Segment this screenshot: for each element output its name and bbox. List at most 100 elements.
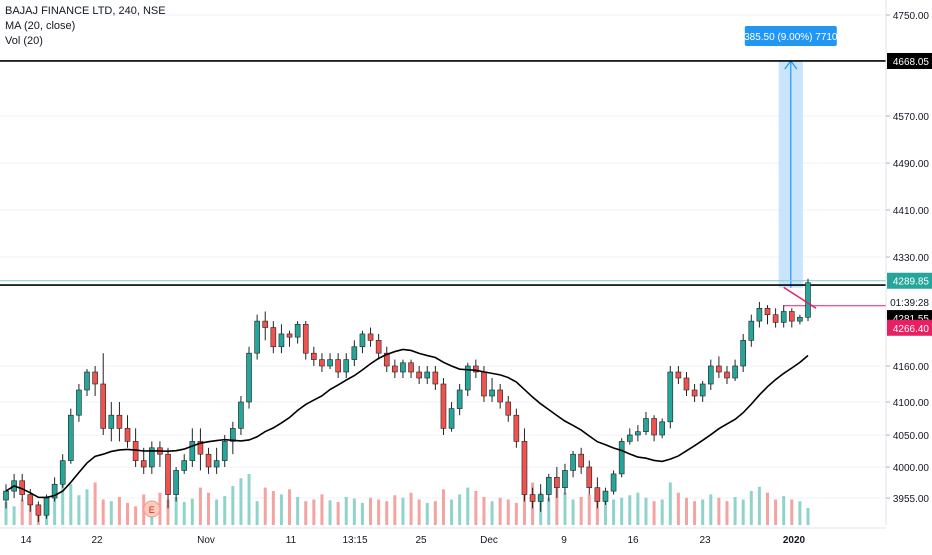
candle-body — [756, 307, 763, 322]
volume-bar — [628, 495, 632, 525]
candle-body — [400, 362, 406, 373]
resistance-price-tag: 4668.05 — [893, 57, 930, 68]
volume-bar — [12, 506, 16, 525]
candle-body — [408, 362, 414, 373]
earnings-label: E — [149, 505, 155, 515]
candle-body — [513, 414, 520, 442]
volume-bar — [85, 489, 89, 525]
volume-bar — [377, 499, 381, 525]
candle-body — [35, 504, 42, 516]
volume-bar — [466, 487, 470, 525]
horizontal-lines[interactable] — [0, 60, 886, 307]
candle-body — [76, 389, 82, 416]
candle-body — [278, 333, 285, 348]
volume-bar — [174, 496, 178, 525]
candle-body — [335, 359, 341, 373]
volume-bar — [69, 484, 73, 525]
candle-body — [529, 494, 536, 502]
volume-bar — [790, 499, 794, 525]
volume-bar — [701, 499, 705, 525]
volume-bar — [668, 482, 672, 525]
candle-body — [383, 352, 390, 367]
candle-body — [238, 401, 244, 429]
candle-body — [327, 359, 333, 367]
volume-bar — [198, 487, 202, 525]
candle-body — [440, 383, 447, 429]
candle-body — [618, 441, 625, 475]
price-tick-label: 4750.00 — [893, 11, 930, 22]
price-axis[interactable]: 4750.00 4570.00 4490.00 4410.00 4330.00 4160.… — [885, 0, 932, 550]
current-price-tag-bg — [887, 272, 932, 289]
measure-tool[interactable]: 385.50 (9.00%) 7710 — [744, 26, 838, 288]
legend-vol[interactable]: Vol (20) — [5, 35, 43, 47]
candle-body — [772, 314, 779, 323]
volume-bar — [20, 499, 24, 525]
volume-bar — [506, 499, 510, 525]
volume-bar — [296, 496, 300, 525]
candle-body — [165, 453, 171, 495]
price-tick-label: 4570.00 — [893, 112, 930, 123]
time-tick-label: 2020 — [783, 535, 806, 546]
volume-bar — [288, 489, 292, 525]
candle-body — [521, 441, 528, 495]
volume-bar — [458, 494, 462, 525]
candle-body — [270, 327, 277, 348]
volume-bar — [757, 486, 761, 525]
volume-bar — [393, 495, 397, 525]
volume-bar — [490, 501, 494, 525]
candle-body — [286, 333, 293, 338]
candle-body — [481, 371, 487, 397]
volume-bar — [320, 494, 324, 525]
time-tick-label: Nov — [197, 535, 215, 546]
candle-body — [626, 434, 633, 442]
volume-bar — [620, 497, 624, 525]
time-axis[interactable]: 14 22 Nov 11 13:15 25 Dec 9 16 23 2020 — [0, 527, 886, 546]
candle-body — [351, 346, 358, 360]
time-tick-label: 9 — [561, 535, 567, 546]
volume-bar — [223, 496, 227, 525]
volume-bar — [271, 491, 275, 525]
volume-bar — [717, 497, 721, 525]
prev-close-tag-bg — [887, 319, 932, 336]
candle-body — [124, 428, 131, 442]
time-tick-label: 14 — [20, 535, 32, 546]
earnings-marker[interactable]: E — [143, 500, 161, 518]
black-price-tag: 4281.55 — [893, 314, 930, 325]
volume-bar — [385, 501, 389, 525]
measure-label-box — [744, 26, 837, 46]
candle-body — [707, 365, 714, 385]
candle-body — [643, 418, 649, 432]
volume-bar — [603, 491, 607, 525]
volume-bar — [693, 501, 697, 525]
legend-symbol[interactable]: BAJAJ FINANCE LTD, 240, NSE — [5, 5, 166, 17]
moving-average — [5, 348, 809, 499]
volume-bar — [798, 501, 802, 525]
volume-bar — [101, 499, 105, 525]
legend-ma[interactable]: MA (20, close) — [5, 20, 76, 32]
candle-body — [594, 487, 601, 502]
candle-body — [3, 490, 9, 501]
candle-body — [780, 311, 787, 323]
trendline[interactable] — [783, 286, 817, 309]
candle-body — [489, 389, 495, 397]
candle-body — [545, 477, 552, 495]
grid-lines — [0, 14, 886, 499]
candle-body — [464, 365, 471, 391]
volume-bar — [182, 502, 186, 525]
volume-bar — [612, 499, 616, 525]
time-tick-label: 22 — [91, 535, 103, 546]
volume-bar — [644, 497, 648, 525]
volume-bar — [579, 496, 583, 525]
candle-body — [51, 483, 58, 499]
candle-body — [432, 371, 439, 385]
price-tick-label: 4100.00 — [893, 398, 930, 409]
candle-body — [497, 389, 503, 403]
volume-bar — [725, 501, 729, 525]
volume-bar — [806, 508, 810, 525]
measure-label: 385.50 (9.00%) 7710 — [744, 32, 838, 43]
candle-body — [635, 431, 641, 436]
volume-bar — [53, 491, 57, 525]
candle-body — [375, 340, 382, 354]
